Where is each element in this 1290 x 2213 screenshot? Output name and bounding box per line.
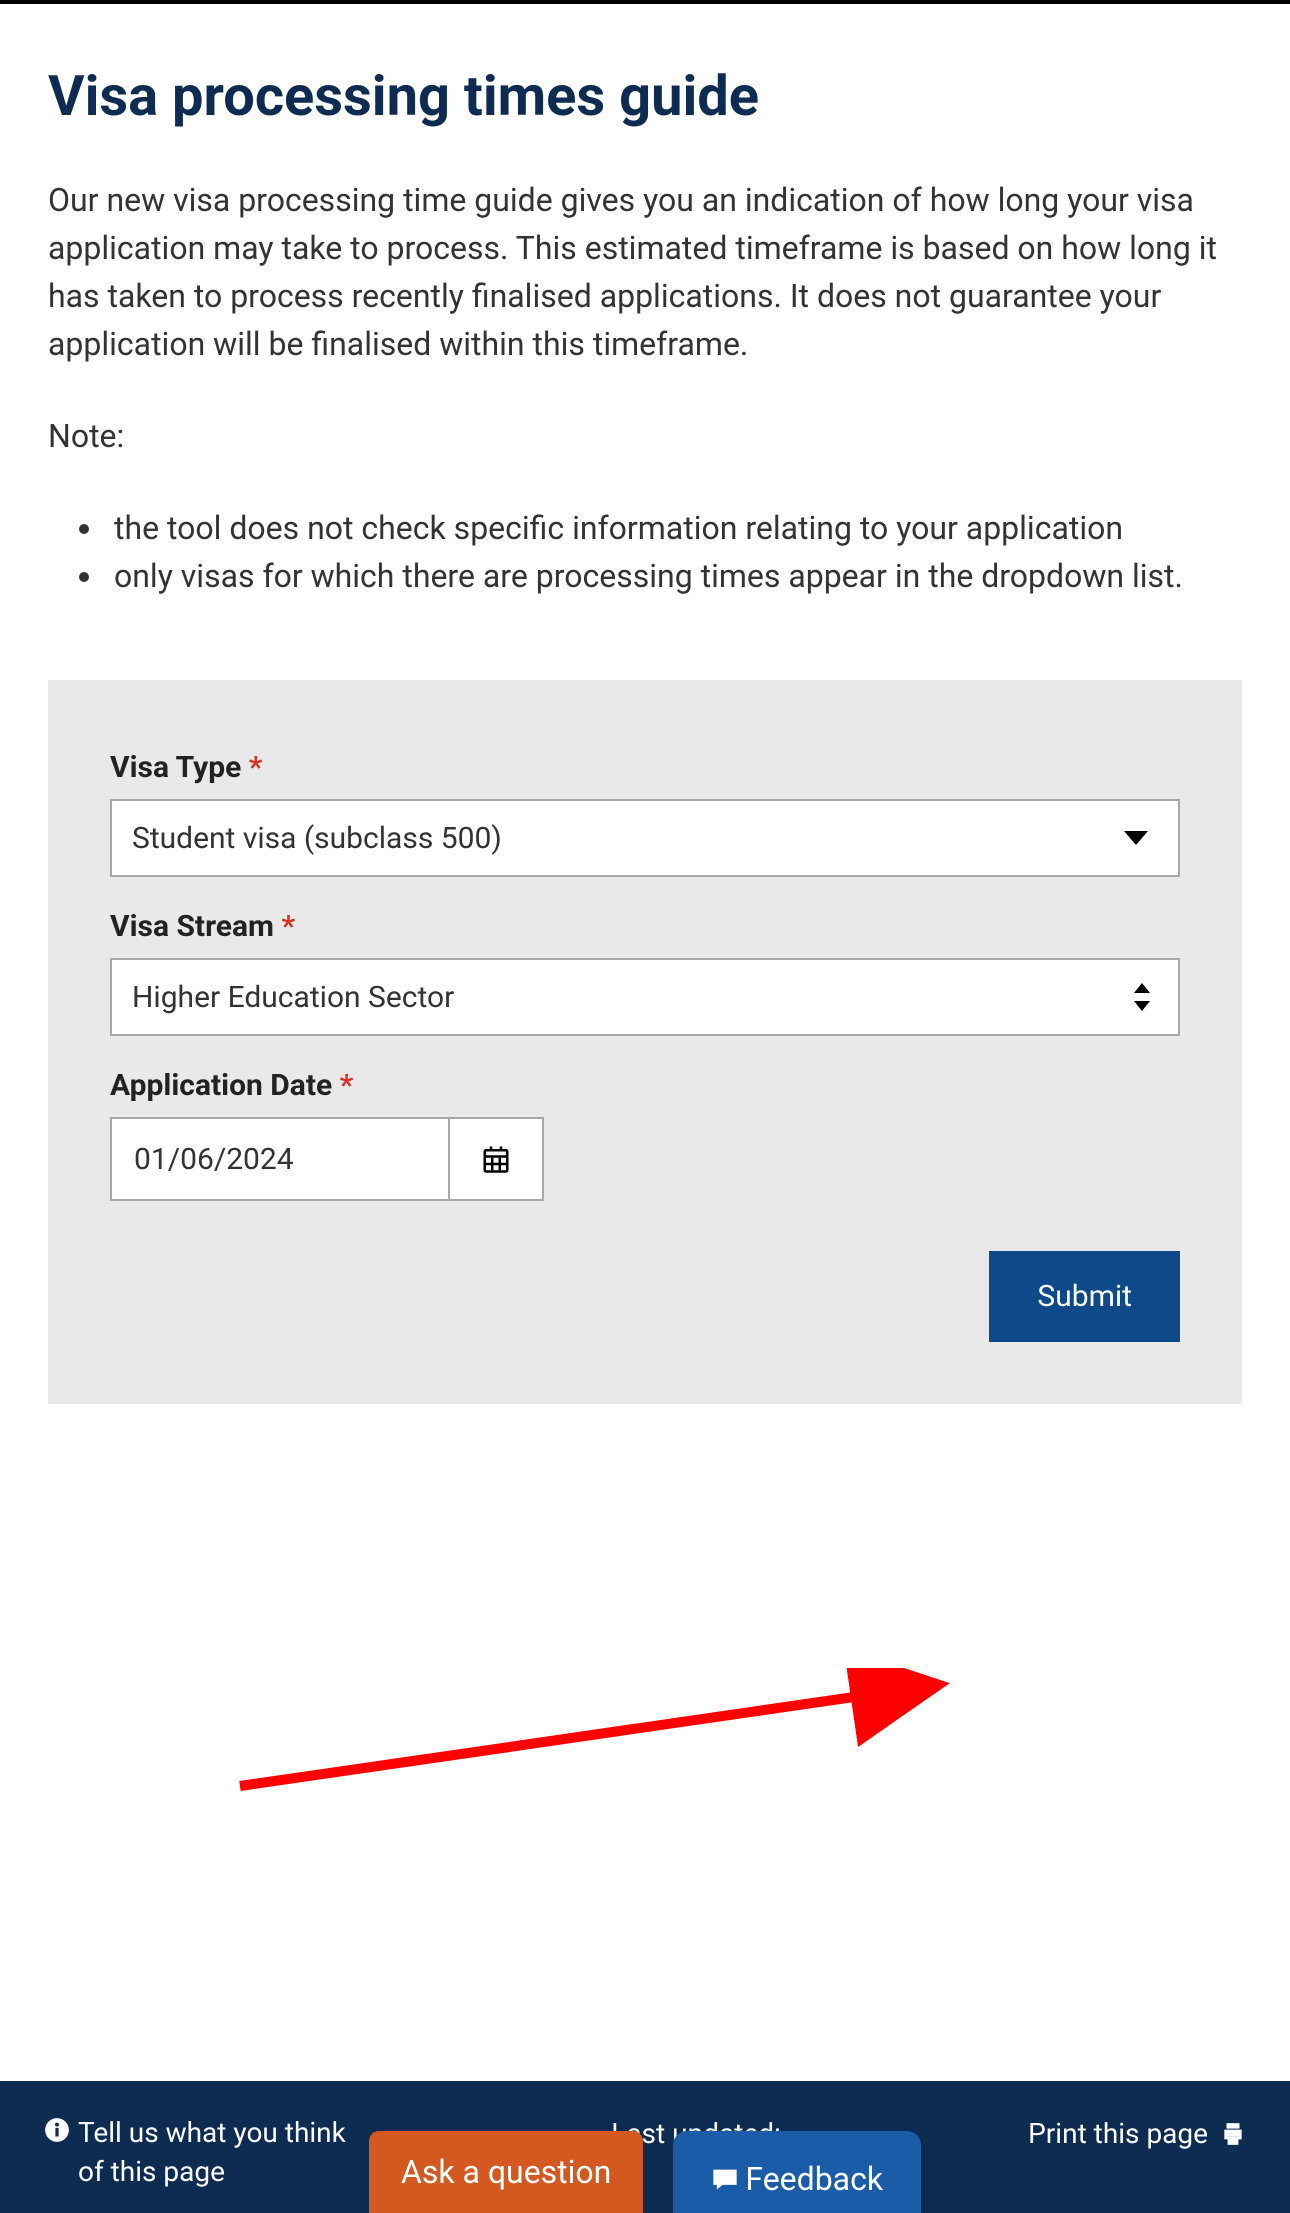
note-item: the tool does not check specific informa… — [106, 504, 1242, 552]
date-row: 01/06/2024 — [110, 1117, 1180, 1201]
required-indicator: * — [249, 750, 263, 785]
ask-question-button[interactable]: Ask a question — [369, 2131, 643, 2213]
print-page-link[interactable]: Print this page — [1028, 2113, 1246, 2150]
visa-stream-label: Visa Stream * — [110, 909, 1180, 944]
note-label: Note: — [48, 412, 1242, 460]
chat-icon — [711, 2167, 739, 2191]
page-title: Visa processing times guide — [48, 64, 1242, 128]
note-item: only visas for which there are processin… — [106, 552, 1242, 600]
date-picker-button[interactable] — [450, 1117, 544, 1201]
intro-paragraph: Our new visa processing time guide gives… — [48, 176, 1242, 368]
chevron-down-icon — [1124, 831, 1148, 845]
print-icon — [1220, 2121, 1246, 2147]
visa-type-group: Visa Type * Student visa (subclass 500) — [110, 750, 1180, 877]
required-indicator: * — [340, 1068, 354, 1103]
form-actions: Submit — [110, 1251, 1180, 1342]
annotation-arrow — [230, 1668, 970, 1798]
application-date-input[interactable]: 01/06/2024 — [110, 1117, 450, 1201]
required-indicator: * — [282, 909, 296, 944]
feedback-button[interactable]: Feedback — [673, 2131, 921, 2213]
info-icon — [44, 2117, 70, 2143]
main-content: Visa processing times guide Our new visa… — [0, 4, 1290, 1404]
footer-feedback-link[interactable]: Tell us what you think of this page — [44, 2113, 364, 2191]
calendar-icon — [481, 1144, 511, 1174]
updown-icon — [1132, 983, 1152, 1011]
visa-stream-group: Visa Stream * Higher Education Sector — [110, 909, 1180, 1036]
visa-stream-value: Higher Education Sector — [132, 980, 1132, 1015]
application-date-group: Application Date * 01/06/2024 — [110, 1068, 1180, 1201]
submit-button[interactable]: Submit — [989, 1251, 1180, 1342]
form-panel: Visa Type * Student visa (subclass 500) … — [48, 680, 1242, 1404]
footer: Tell us what you think of this page Last… — [0, 2081, 1290, 2213]
note-list: the tool does not check specific informa… — [48, 504, 1242, 600]
application-date-label: Application Date * — [110, 1068, 1180, 1103]
visa-stream-select[interactable]: Higher Education Sector — [110, 958, 1180, 1036]
visa-type-label: Visa Type * — [110, 750, 1180, 785]
visa-type-select[interactable]: Student visa (subclass 500) — [110, 799, 1180, 877]
visa-type-value: Student visa (subclass 500) — [132, 821, 1124, 856]
